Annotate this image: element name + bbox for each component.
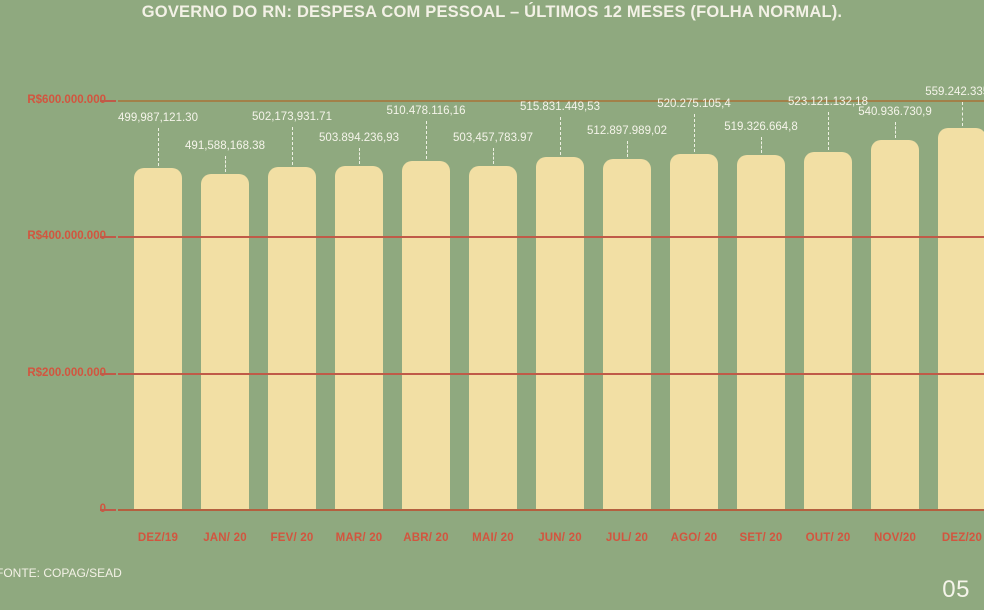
x-axis-label-1: JAN/ 20 (203, 532, 247, 544)
y-axis-label: R$600.000.000 (27, 94, 106, 106)
x-axis-label-10: OUT/ 20 (805, 532, 851, 544)
bar-ago20 (670, 154, 718, 509)
bar-out20 (804, 152, 852, 509)
data-label: 520.275.105,4 (657, 98, 731, 111)
gridline-400000000 (118, 236, 984, 239)
data-label-leader-line (627, 141, 628, 158)
bar-jul20 (603, 159, 651, 509)
x-axis-label-4: ABR/ 20 (403, 532, 449, 544)
x-axis-label-0: DEZ/19 (137, 532, 179, 544)
bar-abr20 (402, 161, 450, 509)
y-tick-mark (100, 100, 116, 102)
data-label-leader-line (292, 126, 293, 165)
data-label-leader-line (962, 102, 963, 126)
data-label: 491,588,168.38 (185, 139, 265, 152)
data-label: 510.478.116,16 (386, 105, 466, 118)
y-tick-mark (100, 372, 116, 375)
page-number: 05 (942, 576, 970, 603)
data-label-leader-line (895, 122, 896, 139)
data-label-leader-line (493, 147, 494, 164)
gridline-200000000 (118, 372, 984, 375)
x-axis-label-5: MAI/ 20 (472, 532, 514, 544)
gridline-600000000 (118, 100, 984, 102)
x-axis-label-11: NOV/20 (873, 532, 917, 544)
bar-jun20 (536, 157, 584, 509)
y-tick-mark (100, 236, 116, 239)
bar-dez20 (938, 127, 984, 509)
x-axis-label-2: FEV/ 20 (270, 532, 314, 544)
data-label-leader-line (426, 121, 427, 160)
data-label-leader-line (828, 112, 829, 151)
bar-mar20 (335, 165, 383, 509)
x-axis-label-9: SET/ 20 (739, 532, 783, 544)
bar-nov20 (871, 140, 919, 509)
data-label: 503.894.236,93 (319, 131, 399, 144)
y-tick-mark (100, 509, 116, 511)
gridline-0 (118, 509, 984, 511)
source-note: FONTE: COPAG/SEAD (0, 566, 122, 580)
data-label-leader-line (761, 136, 762, 153)
chart-plot-area: 499,987,121.30 491,588,168.38 502,173,931.… (100, 86, 984, 511)
data-label-leader-line (359, 147, 360, 164)
data-label: 540.936.730,9 (858, 106, 932, 119)
data-label: 519.326.664,8 (724, 120, 798, 133)
x-axis-label-12: DEZ/20 (941, 532, 983, 544)
x-axis-label-8: AGO/ 20 (670, 532, 718, 544)
y-axis-label: R$400.000.000 (27, 230, 106, 243)
data-label: 512.897.989,02 (587, 125, 667, 138)
x-axis-label-7: JUL/ 20 (605, 532, 649, 544)
bar-set20 (737, 155, 785, 509)
data-label: 559.242.335,8 (925, 86, 984, 98)
data-label-leader-line (694, 114, 695, 153)
x-axis: DEZ/19 JAN/ 20 FEV/ 20 MAR/ 20 ABR/ 20 MAI/ 2… (118, 532, 984, 554)
bar-dez19 (134, 168, 182, 509)
y-axis-label: R$200.000.000 (27, 366, 106, 379)
data-label-leader-line (158, 128, 159, 167)
data-label: 523.121.132,18 (788, 96, 868, 109)
bar-mai20 (469, 165, 517, 509)
x-axis-label-3: MAR/ 20 (335, 532, 383, 544)
data-label: 515.831.449,53 (520, 101, 600, 114)
data-label: 502,173,931.71 (252, 110, 332, 123)
bar-jan20 (201, 173, 249, 509)
data-label: 503,457,783.97 (453, 131, 533, 144)
x-axis-label-6: JUN/ 20 (538, 532, 582, 544)
data-label: 499,987,121.30 (118, 112, 198, 125)
bar-fev20 (268, 166, 316, 509)
data-label-leader-line (560, 117, 561, 156)
page-title: GOVERNO DO RN: DESPESA COM PESSOAL – ÚLT… (141, 3, 843, 21)
data-label-leader-line (225, 155, 226, 172)
